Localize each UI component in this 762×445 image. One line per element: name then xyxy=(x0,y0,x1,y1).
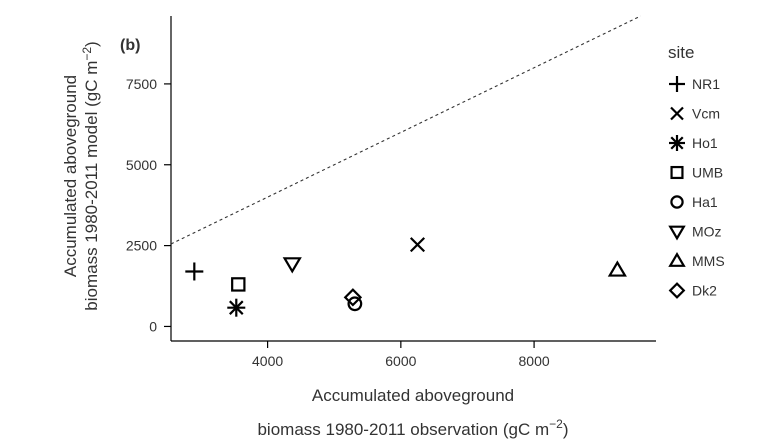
x-axis-title-line2: biomass 1980-2011 observation (gC m−2) xyxy=(257,417,568,439)
x-tick-label: 8000 xyxy=(519,353,550,369)
legend-label-mms: MMS xyxy=(692,253,725,269)
legend-label-ho1: Ho1 xyxy=(692,135,718,151)
reference-line-1to1 xyxy=(170,15,641,245)
legend-title: site xyxy=(668,43,694,62)
x-tick-label: 4000 xyxy=(252,353,283,369)
y-axis-title-line2: biomass 1980-2011 model (gC m−2) xyxy=(80,41,101,310)
legend-marker-umb xyxy=(670,165,684,180)
legend: site NR1 Vcm Ho1 UMB Ha1 MOz MMS Dk2 xyxy=(668,43,725,299)
data-point-ha1 xyxy=(347,296,363,312)
y-tick-label: 2500 xyxy=(126,238,157,254)
legend-label-umb: UMB xyxy=(692,165,723,181)
data-point-moz xyxy=(282,257,302,274)
data-points xyxy=(185,237,627,317)
x-axis: 4000 6000 8000 xyxy=(171,340,656,369)
legend-label-dk2: Dk2 xyxy=(692,283,717,299)
legend-marker-ho1 xyxy=(669,135,685,151)
y-tick-label: 0 xyxy=(149,318,157,334)
data-point-dk2 xyxy=(343,288,363,307)
legend-label-ha1: Ha1 xyxy=(692,194,718,210)
legend-items: NR1 Vcm Ho1 UMB Ha1 MOz MMS Dk2 xyxy=(668,76,725,299)
legend-marker-vcm xyxy=(670,106,684,121)
legend-label-vcm: Vcm xyxy=(692,106,720,122)
data-point-vcm xyxy=(409,237,426,253)
y-axis-title-line1: Accumulated aboveground xyxy=(61,75,80,277)
legend-marker-moz xyxy=(668,225,686,241)
data-point-umb xyxy=(231,277,246,292)
data-point-mms xyxy=(607,260,627,277)
y-ticks: 0 2500 5000 7500 xyxy=(126,76,171,334)
legend-marker-nr1 xyxy=(669,76,685,92)
x-ticks: 4000 6000 8000 xyxy=(252,341,550,369)
y-tick-label: 5000 xyxy=(126,157,157,173)
data-point-ho1 xyxy=(227,298,246,317)
x-tick-label: 6000 xyxy=(385,353,416,369)
legend-marker-dk2 xyxy=(668,282,686,299)
legend-marker-mms xyxy=(668,252,686,267)
panel-label: (b) xyxy=(120,37,140,54)
legend-label-moz: MOz xyxy=(692,224,722,240)
legend-label-nr1: NR1 xyxy=(692,76,720,92)
data-point-nr1 xyxy=(185,262,204,281)
legend-marker-ha1 xyxy=(670,195,684,209)
y-tick-label: 7500 xyxy=(126,76,157,92)
y-axis: 0 2500 5000 7500 xyxy=(126,16,172,341)
x-axis-title-line1: Accumulated aboveground xyxy=(312,386,514,405)
